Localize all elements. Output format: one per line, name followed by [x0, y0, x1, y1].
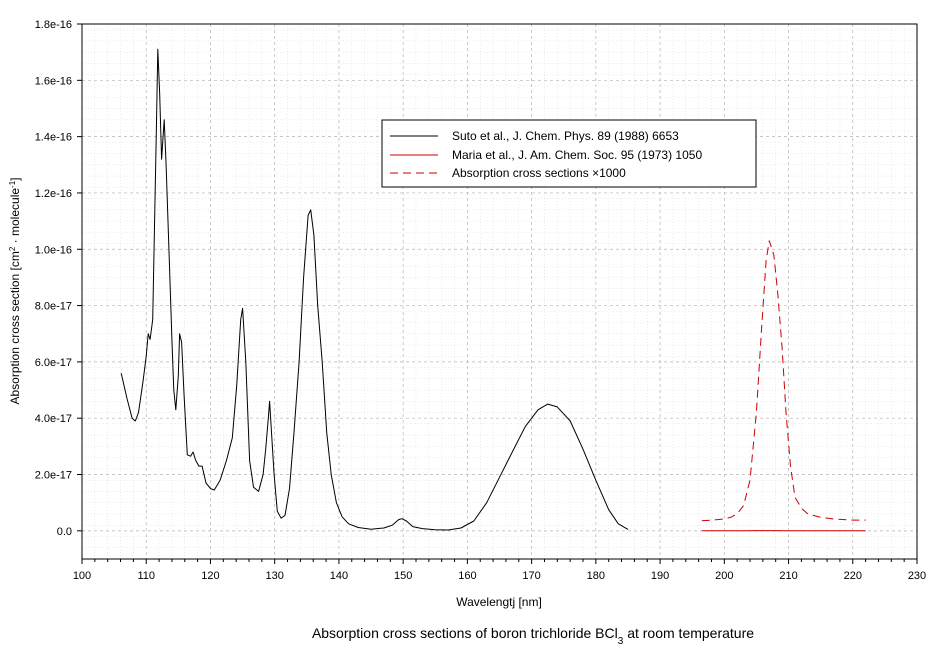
- series-line-1: [120, 48, 629, 531]
- plot-background: [82, 24, 917, 559]
- y-tick-label: 6.0e-17: [35, 357, 72, 369]
- y-axis-title-part-3: ]: [8, 177, 22, 180]
- x-tick-label: 200: [715, 570, 733, 582]
- x-tick-label: 230: [908, 570, 926, 582]
- x-tick-label: 180: [587, 570, 605, 582]
- y-axis-title-sup-1: 2: [8, 246, 17, 251]
- x-axis: 100 110 120 130 140 150 160 170 180 190 200 210 220 2…: [73, 559, 926, 582]
- y-tick-label: 1.4e-16: [35, 132, 72, 144]
- x-tick-label: 160: [458, 570, 476, 582]
- caption-part-2: at room temperature: [623, 625, 754, 641]
- legend-label-suto: Suto et al., J. Chem. Phys. 89 (1988) 66…: [452, 129, 679, 143]
- y-axis-title: Absorption cross section [cm2 · molecule…: [8, 177, 23, 404]
- y-tick-label: 2.0e-17: [35, 470, 72, 482]
- legend-box: [381, 119, 757, 188]
- major-grid: [82, 24, 917, 559]
- y-tick-label: 1.0e-16: [35, 244, 72, 256]
- y-tick-label: 1.2e-16: [35, 188, 72, 200]
- x-tick-label: 150: [394, 570, 412, 582]
- legend-label-maria: Maria et al., J. Am. Chem. Soc. 95 (1973…: [452, 148, 702, 162]
- y-tick-label: 1.6e-16: [35, 75, 72, 87]
- x-axis-title: Wavelengtj [nm]: [456, 595, 542, 609]
- y-tick-label: 8.0e-17: [35, 301, 72, 313]
- legend-label-scaled: Absorption cross sections ×1000: [452, 166, 626, 180]
- figure-caption: Absorption cross sections of boron trich…: [312, 625, 754, 647]
- x-tick-label: 170: [522, 570, 540, 582]
- y-tick-label: 0.0: [57, 526, 72, 538]
- x-tick-label: 210: [779, 570, 797, 582]
- x-tick-label: 190: [651, 570, 669, 582]
- x-tick-label: 110: [137, 570, 155, 582]
- caption-subscript: 3: [618, 636, 624, 647]
- x-tick-label: 120: [201, 570, 219, 582]
- legend: Suto et al., J. Chem. Phys. 89 (1988) 66…: [381, 119, 757, 188]
- y-axis: 0.0 2.0e-17 4.0e-17 6.0e-17 8.0e-17 1.0e-16 1.…: [35, 19, 82, 538]
- y-axis-title-part-2: · molecule: [8, 188, 22, 247]
- plot-frame: [81, 23, 918, 560]
- series-layer: [120, 48, 866, 532]
- x-tick-label: 100: [73, 570, 91, 582]
- series-line-3: [701, 240, 866, 522]
- y-tick-label: 4.0e-17: [35, 413, 72, 425]
- x-tick-label: 140: [330, 570, 348, 582]
- x-tick-label: 130: [266, 570, 284, 582]
- y-tick-label: 1.8e-16: [35, 19, 72, 31]
- y-axis-title-sup-2: -1: [8, 180, 17, 188]
- x-tick-label: 220: [844, 570, 862, 582]
- caption-part-1: Absorption cross sections of boron trich…: [312, 625, 618, 641]
- y-axis-title-part-1: Absorption cross section [cm: [8, 251, 22, 404]
